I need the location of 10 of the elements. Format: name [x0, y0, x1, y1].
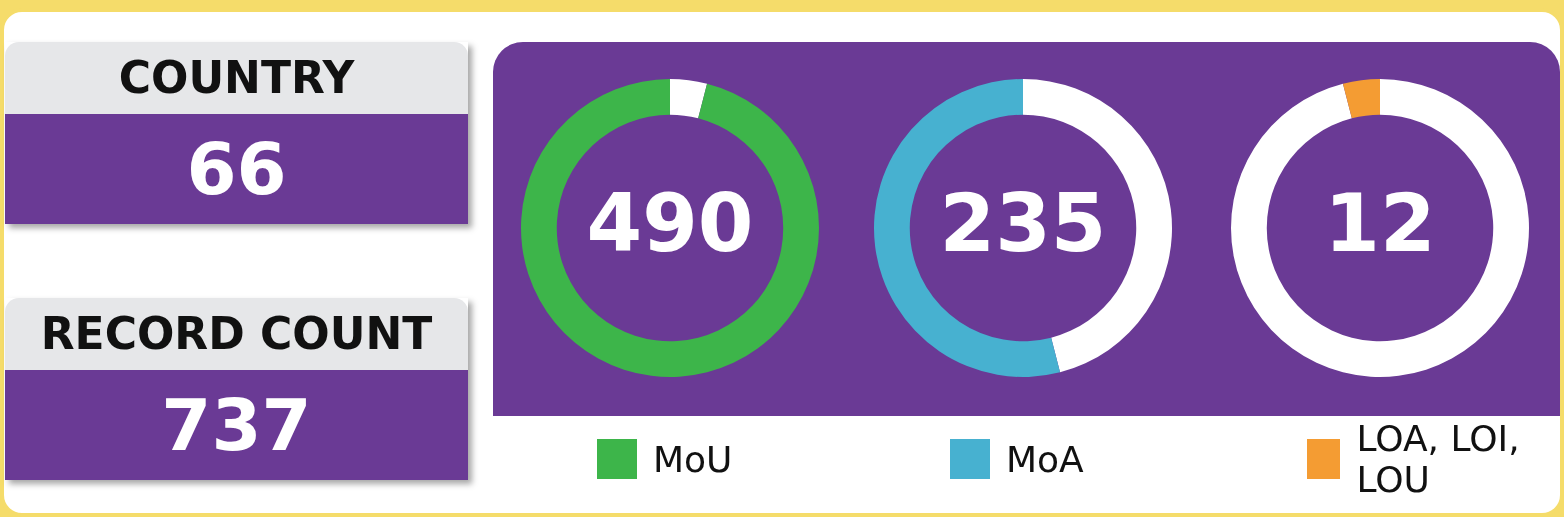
legend-label: MoU	[653, 438, 733, 480]
text: 490	[586, 176, 754, 270]
text: COUNTRY	[5, 42, 468, 114]
legend-label: LOA, LOI, LOU	[1356, 418, 1521, 500]
text: 12	[1324, 176, 1436, 270]
legend-label: MoA	[1006, 438, 1084, 480]
text: 66	[5, 114, 468, 224]
text: 737	[5, 370, 468, 480]
text: 235	[939, 176, 1107, 270]
text: RECORD COUNT	[5, 298, 468, 370]
